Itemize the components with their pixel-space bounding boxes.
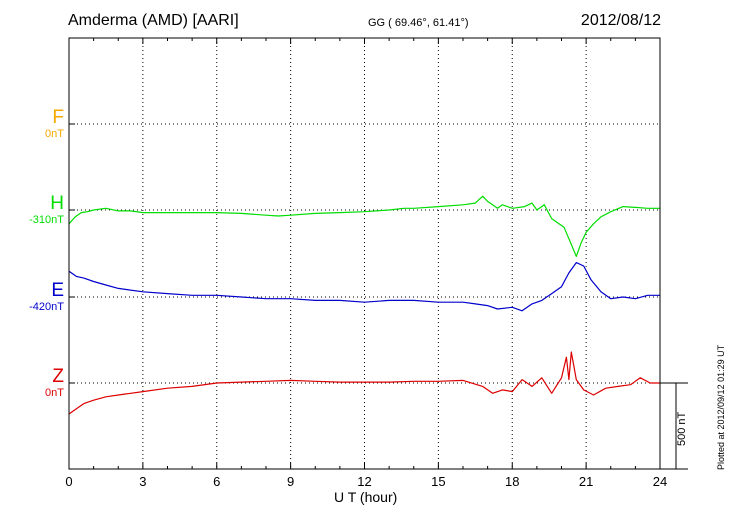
series-baseline-value: -310nT <box>29 214 64 226</box>
series-letter: Z <box>52 366 64 387</box>
x-tick-label: 6 <box>213 474 220 489</box>
plotted-timestamp: Plotted at 2012/09/12 01:29 UT <box>716 344 726 470</box>
series-line-h <box>68 195 660 257</box>
series-letter: E <box>51 280 64 301</box>
series-line-z <box>68 351 660 415</box>
x-tick-label: 3 <box>139 474 146 489</box>
axis-ticks: 0 3 6 9 12 15 18 21 24 <box>65 38 667 489</box>
chart-date: 2012/08/12 <box>580 12 661 29</box>
series-label-h: H -310nT <box>4 194 64 227</box>
x-tick-label: 21 <box>579 474 593 489</box>
series-label-e: E -420nT <box>4 281 64 314</box>
station-coordinates: GG ( 69.46°, 61.41°) <box>368 17 469 29</box>
series-lines <box>68 195 660 415</box>
grid-lines <box>69 38 660 469</box>
series-baseline-value: -420nT <box>29 301 64 313</box>
series-letter: H <box>50 193 64 214</box>
series-line-e <box>68 262 660 312</box>
x-tick-label: 12 <box>357 474 371 489</box>
series-label-z: Z 0nT <box>4 367 64 400</box>
x-tick-label: 24 <box>653 474 667 489</box>
series-baseline-value: 0nT <box>45 387 64 399</box>
series-letter: F <box>52 107 64 128</box>
series-label-f: F 0nT <box>4 108 64 141</box>
x-axis-label: U T (hour) <box>334 489 398 505</box>
scale-bar-label: 500 nT <box>676 411 688 446</box>
x-tick-label: 18 <box>505 474 519 489</box>
x-tick-label: 0 <box>65 474 72 489</box>
scale-bar <box>660 382 688 470</box>
series-baseline-value: 0nT <box>45 128 64 140</box>
x-tick-label: 9 <box>287 474 294 489</box>
chart-title: Amderma (AMD) [AARI] <box>68 12 239 29</box>
x-tick-label: 15 <box>431 474 445 489</box>
